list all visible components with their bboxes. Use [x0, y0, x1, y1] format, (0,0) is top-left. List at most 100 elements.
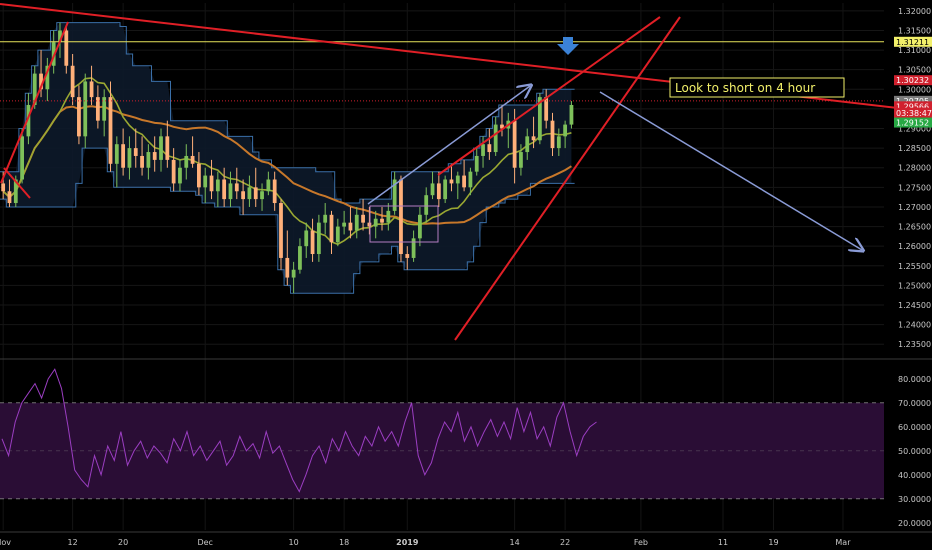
candle-body: [430, 183, 435, 196]
candle-body: [399, 179, 403, 255]
candle-body: [386, 210, 391, 223]
candle-body: [316, 222, 321, 255]
time-axis-tick: 12: [68, 538, 78, 547]
candle-body: [95, 97, 100, 121]
candle-body: [253, 187, 258, 200]
candle-body: [228, 183, 233, 200]
candle-body: [13, 179, 18, 204]
price-axis-tick: 1.25500: [898, 262, 931, 271]
candle-body: [133, 148, 138, 156]
projection-arrow-down: [599, 91, 862, 250]
candle-body: [354, 214, 359, 231]
oscillator-axis-tick: 20.0000: [898, 519, 931, 528]
candle-body: [550, 120, 555, 149]
candle-body: [342, 222, 347, 227]
price-axis-tick: 1.26500: [898, 223, 931, 232]
candle-body: [512, 120, 517, 168]
candle-body: [58, 30, 62, 43]
price-axis-tick: 1.31000: [898, 46, 931, 55]
candle-body: [222, 179, 227, 200]
candle-body: [405, 254, 410, 258]
candle-body: [310, 230, 315, 255]
candle-body: [247, 187, 252, 200]
consolidation-box: [369, 205, 439, 243]
candle-body: [373, 218, 378, 227]
candle-body: [272, 179, 277, 204]
candle-body: [197, 163, 201, 188]
oscillator-axis-tick: 30.0000: [898, 495, 931, 504]
candle-body: [146, 152, 151, 168]
candle-body: [279, 203, 283, 258]
short-trendline-left: [3, 167, 31, 199]
oscillator-line: [1, 368, 597, 493]
price-badge: [894, 75, 932, 86]
time-axis-tick: 11: [718, 538, 728, 547]
candle-body: [184, 155, 189, 168]
candle-body: [114, 144, 119, 164]
candle-body: [26, 104, 31, 137]
candle-body: [291, 269, 296, 278]
price-badge-text: 1.30232: [896, 76, 929, 85]
candle-body: [285, 257, 290, 278]
candle-body: [443, 179, 448, 200]
oscillator-axis-tick: 70.0000: [898, 399, 931, 408]
time-axis-tick: 19: [768, 538, 778, 547]
candle-body: [140, 155, 144, 168]
price-badge: [894, 107, 932, 118]
candle-body: [563, 124, 568, 137]
price-badge: [894, 95, 932, 106]
candle-body: [89, 81, 94, 98]
price-axis-tick: 1.30500: [898, 66, 931, 75]
price-badge: [894, 117, 932, 128]
price-axis-tick: 1.28500: [898, 144, 931, 153]
candle-body: [519, 152, 523, 168]
price-axis-tick: 1.25000: [898, 281, 931, 290]
price-axis-tick: 1.27000: [898, 203, 931, 212]
candle-body: [171, 159, 176, 184]
candle-body: [234, 183, 239, 192]
price-badge-text: 03:38:47: [896, 109, 932, 118]
time-axis-tick: Mar: [835, 538, 851, 547]
candle-body: [215, 179, 220, 192]
candle-body: [304, 230, 309, 247]
candle-body: [121, 144, 126, 168]
candle-body: [525, 136, 530, 153]
candle-body: [7, 191, 12, 204]
price-badge: [894, 36, 932, 47]
time-axis-tick: 14: [510, 538, 520, 547]
oscillator-axis-tick: 60.0000: [898, 423, 931, 432]
candle-body: [487, 144, 492, 153]
channel-fill: [3, 22, 572, 294]
candle-body: [462, 175, 466, 188]
time-axis-tick: 22: [560, 538, 570, 547]
candle-body: [392, 179, 397, 211]
price-axis-tick: 1.29000: [898, 125, 931, 134]
candle-body: [380, 218, 384, 223]
candle-body: [418, 214, 422, 239]
candle-body: [323, 214, 328, 223]
candle-body: [152, 152, 157, 160]
candle-body: [77, 97, 81, 137]
price-axis-tick: 1.31500: [898, 26, 931, 35]
candle-body: [70, 65, 75, 98]
annotation-text: Look to short on 4 hour: [675, 81, 815, 95]
time-axis-tick: Feb: [634, 538, 648, 547]
candle-body: [32, 73, 37, 105]
candle-body: [203, 175, 208, 188]
oscillator-axis-tick: 50.0000: [898, 447, 931, 456]
price-axis-tick: 1.24000: [898, 321, 931, 330]
candle-body: [361, 214, 365, 223]
wedge-upper-line: [437, 16, 661, 176]
candle-body: [39, 73, 43, 90]
price-axis-tick: 1.28000: [898, 164, 931, 173]
candle-body: [335, 226, 340, 243]
moving-average-fast: [2, 77, 572, 246]
candle-body: [493, 124, 498, 153]
candle-body: [569, 104, 574, 125]
channel-upper-line: [0, 22, 575, 204]
candle-body: [474, 155, 479, 172]
candle-body: [436, 183, 441, 200]
candle-body: [481, 144, 485, 156]
time-axis-tick: Dec: [197, 538, 212, 547]
